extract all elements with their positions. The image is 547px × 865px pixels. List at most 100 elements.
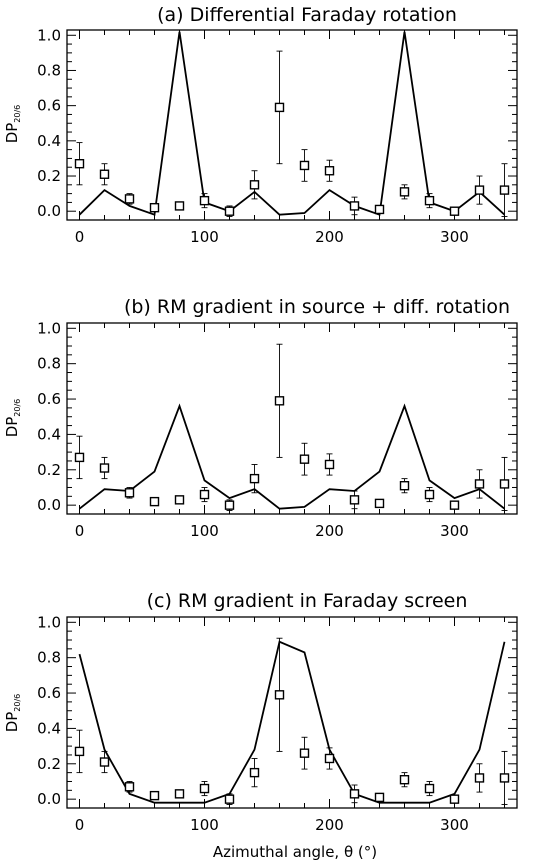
panel-a-ylabel: DP20/6	[3, 105, 22, 144]
panel-c-data-point	[99, 757, 110, 767]
panel-c-xtick-label: 300	[440, 816, 469, 834]
panel-b-data-point	[99, 463, 110, 473]
panel-c-data-point	[499, 773, 510, 783]
panel-b-data-point	[199, 489, 210, 500]
panel-c-model-line	[78, 640, 506, 804]
x-axis-label: Azimuthal angle, θ (°)	[213, 843, 377, 861]
panel-a-xtick-label: 0	[75, 228, 85, 246]
panel-b-title: (b) RM gradient in source + diff. rotati…	[124, 296, 510, 318]
panel-b-ytick-label: 0.8	[37, 355, 61, 373]
panel-a-xtick-label: 300	[440, 228, 469, 246]
panel-c-ytick-label: 0.0	[37, 790, 61, 808]
svg-text:DP20/6: DP20/6	[3, 694, 22, 733]
panel-b-ytick-label: 0.6	[37, 390, 61, 408]
panel-b-model-line	[78, 403, 506, 510]
panel-a-title: (a) Differential Faraday rotation	[157, 4, 457, 26]
panel-b-data-point	[174, 495, 185, 505]
panel-a-ytick-label: 0.0	[37, 202, 61, 220]
panel-a-data-point	[399, 187, 410, 197]
panel-c-data-point	[149, 790, 160, 801]
panel-b-ylabel-main: DP	[3, 417, 21, 438]
panel-b-ytick-label: 0.2	[37, 461, 61, 479]
panel-c-data-point	[224, 794, 235, 804]
panel-c-xtick-label: 100	[190, 816, 219, 834]
panel-a-xtick-label: 200	[315, 228, 344, 246]
panel-c-data-point	[74, 746, 85, 757]
panel-c-frame	[66, 616, 518, 809]
panel-a-data-point	[199, 195, 210, 206]
panel-c: (c) RM gradient in Faraday screen DP20/6…	[3, 590, 518, 861]
panel-a-ytick-label: 1.0	[37, 26, 61, 44]
panel-a-data-point	[324, 166, 335, 176]
panel-c-data-point	[349, 789, 360, 799]
panel-c-data-point	[474, 773, 485, 783]
panel-a-data-point	[474, 185, 485, 195]
panel-b-data-point	[349, 495, 360, 505]
panel-a-data-point	[149, 202, 160, 213]
panel-b-data-point	[474, 479, 485, 489]
panel-a-data-point	[374, 204, 385, 215]
panel-c-ytick-label: 0.2	[37, 755, 61, 773]
panel-c-plot-area: 0 100 200 300 0.0 0.2 0.4 0.6 0.8 1.0	[37, 613, 518, 834]
panel-a-data-point	[449, 206, 460, 216]
panel-c-data-point	[374, 792, 385, 803]
panel-a-data-point	[99, 169, 110, 179]
panel-c-title: (c) RM gradient in Faraday screen	[147, 590, 468, 612]
panel-a-data-point	[499, 185, 510, 195]
panel-a-data-point	[299, 160, 310, 171]
panel-a-ytick-label: 0.2	[37, 167, 61, 185]
panel-b-data-point	[499, 479, 510, 489]
panel-a-ylabel-main: DP	[3, 123, 21, 144]
panel-a-ytick-label: 0.6	[37, 97, 61, 115]
panel-c-ytick-label: 1.0	[37, 613, 61, 631]
panel-c-ytick-label: 0.4	[37, 719, 61, 737]
panel-b-xtick-label: 0	[75, 522, 85, 540]
panel-c-xtick-label: 0	[75, 816, 85, 834]
panel-a-xtick-label: 100	[190, 228, 219, 246]
panel-a-data-point	[424, 195, 435, 206]
panel-a-data-point	[249, 180, 260, 190]
panel-a-ytick-label: 0.4	[37, 132, 61, 150]
panel-b-xtick-label: 300	[440, 522, 469, 540]
panel-a-frame	[66, 29, 518, 221]
panel-c-data-point	[249, 767, 260, 778]
panel-a-ylabel-sub: 20/6	[13, 105, 22, 123]
panel-b-data-point	[324, 459, 335, 470]
panel-b-ytick-label: 0.0	[37, 496, 61, 514]
panel-c-data-point	[449, 794, 460, 804]
panel-c-ylabel-sub: 20/6	[13, 694, 22, 712]
panel-b-xtick-label: 200	[315, 522, 344, 540]
panel-b-data-point	[274, 396, 285, 406]
panel-b-data-point	[449, 500, 460, 510]
panel-a-ytick-label: 0.8	[37, 61, 61, 79]
panel-b-ytick-label: 1.0	[37, 319, 61, 337]
panel-c-data-point	[199, 783, 210, 794]
panel-b-ytick-label: 0.4	[37, 425, 61, 443]
panel-c-data-point	[324, 753, 335, 764]
panel-a-data-point	[174, 201, 185, 211]
panel-c-ytick-label: 0.6	[37, 684, 61, 702]
svg-text:DP20/6: DP20/6	[3, 399, 22, 438]
panel-b-data-point	[124, 488, 135, 498]
panel-a: (a) Differential Faraday rotation DP20/6…	[3, 4, 518, 246]
panel-a-plot-area: 0 100 200 300 0.0 0.2 0.4 0.6 0.8 1.0	[37, 26, 518, 246]
panel-c-data-point	[274, 690, 285, 700]
panel-a-data-point	[349, 201, 360, 211]
panel-b-ylabel-sub: 20/6	[13, 399, 22, 417]
panel-b-data-point	[74, 452, 85, 463]
panel-b-plot-area: 0 100 200 300 0.0 0.2 0.4 0.6 0.8 1.0	[37, 319, 518, 540]
panel-c-xtick-label: 200	[315, 816, 344, 834]
panel-c-data-point	[124, 782, 135, 792]
panel-b-data-point	[399, 481, 410, 491]
panel-b: (b) RM gradient in source + diff. rotati…	[3, 296, 518, 540]
panel-b-ylabel: DP20/6	[3, 399, 22, 438]
panel-c-ytick-label: 0.8	[37, 649, 61, 667]
panel-b-data-point	[374, 498, 385, 509]
svg-text:DP20/6: DP20/6	[3, 105, 22, 144]
panel-b-data-point	[249, 473, 260, 484]
panel-c-ylabel-main: DP	[3, 712, 21, 733]
panel-c-data-point	[174, 789, 185, 799]
panel-c-data-point	[424, 783, 435, 794]
panel-a-data-point	[224, 206, 235, 216]
panel-b-data-point	[424, 489, 435, 500]
